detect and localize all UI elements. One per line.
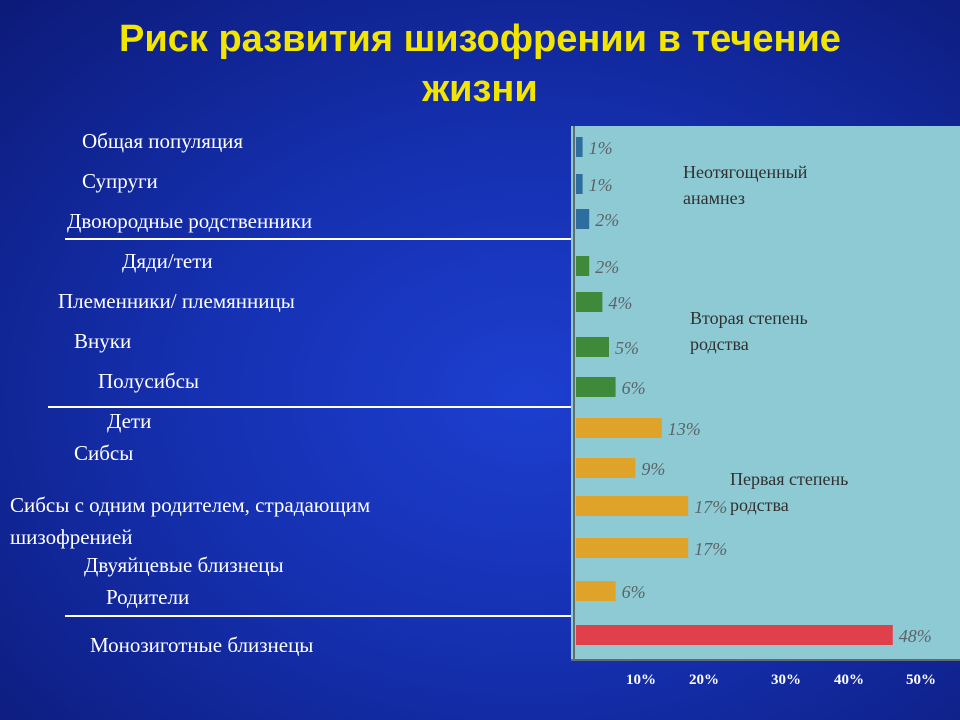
separator-line-1 <box>65 238 585 240</box>
bar <box>576 292 603 312</box>
bar-value-label: 4% <box>608 293 632 313</box>
bar <box>576 458 636 478</box>
bar-value-label: 5% <box>615 338 639 358</box>
bar-value-label: 13% <box>668 419 701 439</box>
row-label-dizygotic-twins: Двуяйцевые близнецы <box>84 553 284 577</box>
bar-value-label: 17% <box>694 539 727 559</box>
row-label-nephews-nieces: Племенники/ племянницы <box>58 289 295 313</box>
x-tick-label: 20% <box>689 672 719 688</box>
row-label-monozygotic-twins: Монозиготные близнецы <box>90 633 314 657</box>
chart-panel <box>571 126 960 660</box>
slide-title-line-1: Риск развития шизофрении в течение <box>119 18 841 60</box>
row-label-spouses: Супруги <box>82 169 158 193</box>
row-label-parents: Родители <box>106 585 190 609</box>
annotation-first-degree: Первая степень родства <box>730 466 848 518</box>
row-label-general-population: Общая популяция <box>82 129 244 153</box>
row-label-siblings-one-parent: Сибсы с одним родителем, страдающим шизо… <box>10 493 371 549</box>
separator-line-3 <box>65 615 578 617</box>
annotation-first-degree-line-2: родства <box>730 495 789 515</box>
row-label-cousins: Двоюродные родственники <box>67 209 313 233</box>
bar-value-label: 2% <box>595 257 619 277</box>
bar <box>576 337 609 357</box>
bar-value-label: 17% <box>694 497 727 517</box>
bar-value-label: 6% <box>622 582 646 602</box>
annotation-no-history-line-2: анамнез <box>683 188 745 208</box>
separator-line-2 <box>48 406 578 408</box>
bar-value-label: 48% <box>899 626 932 646</box>
bar <box>576 538 689 558</box>
annotation-second-degree-line-1: Вторая степень <box>690 308 808 328</box>
bar-value-label: 6% <box>622 378 646 398</box>
slide-title-line-2: жизни <box>422 68 538 110</box>
row-label-uncles-aunts: Дяди/тети <box>122 249 213 273</box>
bar-value-label: 2% <box>595 210 619 230</box>
x-tick-label: 10% <box>626 672 656 688</box>
x-tick-label: 30% <box>771 672 801 688</box>
bar <box>576 581 616 601</box>
annotation-second-degree: Вторая степень родства <box>690 305 808 357</box>
row-label-grandchildren: Внуки <box>74 329 132 353</box>
bar <box>576 418 662 438</box>
x-tick-label: 40% <box>834 672 864 688</box>
bar-value-label: 1% <box>589 138 613 158</box>
bar <box>576 137 583 157</box>
annotation-no-history-line-1: Неотягощенный <box>683 162 808 182</box>
row-label-siblings: Сибсы <box>74 441 134 465</box>
annotation-second-degree-line-2: родства <box>690 334 749 354</box>
x-tick-label: 50% <box>906 672 936 688</box>
bar <box>576 625 893 645</box>
bar <box>576 209 590 229</box>
bar <box>576 256 590 276</box>
bar <box>576 496 689 516</box>
row-label-children: Дети <box>107 409 152 433</box>
bar <box>576 174 583 194</box>
annotation-first-degree-line-1: Первая степень <box>730 469 849 489</box>
bar-value-label: 9% <box>641 459 665 479</box>
bar-value-label: 1% <box>589 175 613 195</box>
row-label-half-siblings: Полусибсы <box>98 369 200 393</box>
slide-title: Риск развития шизофрении в течение жизни <box>0 14 960 114</box>
annotation-no-history: Неотягощенный анамнез <box>683 159 807 211</box>
bar <box>576 377 616 397</box>
